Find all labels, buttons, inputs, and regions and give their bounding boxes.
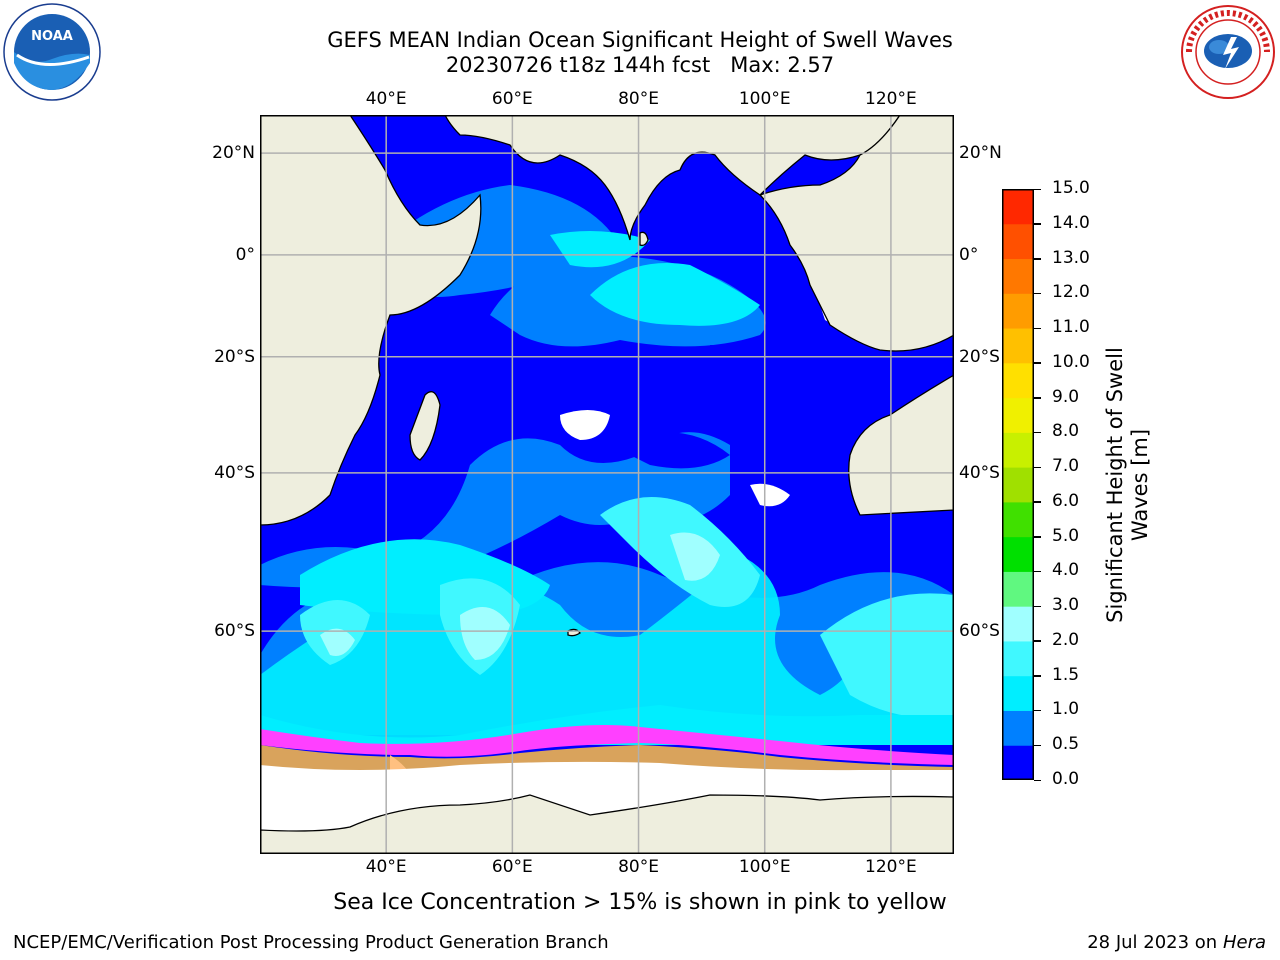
colorbar-band xyxy=(1002,675,1034,711)
lon-label-top: 60°E xyxy=(491,89,533,109)
lat-label-left: 20°N xyxy=(212,143,255,164)
colorbar-tick-label: 9.0 xyxy=(1052,386,1080,407)
colorbar-tick-label: 5.0 xyxy=(1052,525,1080,546)
colorbar-band xyxy=(1002,397,1034,433)
lat-label-left: 20°S xyxy=(214,346,255,367)
colorbar-tick-mark xyxy=(1034,466,1041,469)
lon-label-top: 40°E xyxy=(365,89,407,109)
colorbar-tick-label: 12.0 xyxy=(1052,282,1090,303)
lon-label-bottom: 40°E xyxy=(365,857,407,877)
colorbar-band xyxy=(1002,710,1034,746)
lat-label-right: 40°S xyxy=(959,462,1000,483)
colorbar-band xyxy=(1002,745,1034,781)
lat-label-left: 40°S xyxy=(214,462,255,483)
colorbar-band xyxy=(1002,501,1034,538)
colorbar-tick-label: 11.0 xyxy=(1052,317,1090,338)
map-plot xyxy=(260,115,954,854)
colorbar-tick-label: 1.5 xyxy=(1052,664,1080,685)
nws-logo-icon xyxy=(1179,3,1277,101)
footer-date: 28 Jul 2023 on xyxy=(1087,932,1223,953)
lat-label-right: 60°S xyxy=(959,621,1000,642)
colorbar-tick-label: 1.0 xyxy=(1052,699,1080,720)
colorbar xyxy=(1002,189,1034,781)
map-frame xyxy=(260,115,954,854)
lat-label-right: 20°S xyxy=(959,346,1000,367)
colorbar-tick-label: 2.0 xyxy=(1052,629,1080,650)
colorbar-tick-mark xyxy=(1034,188,1041,190)
lat-label-left: 60°S xyxy=(214,621,255,642)
colorbar-title-line2: Waves [m] xyxy=(1128,428,1152,542)
lon-label-bottom: 60°E xyxy=(491,857,533,877)
title-line1: GEFS MEAN Indian Ocean Significant Heigh… xyxy=(327,28,953,52)
colorbar-band xyxy=(1002,467,1034,503)
footer-host: Hera xyxy=(1222,932,1266,953)
colorbar-tick-mark xyxy=(1034,397,1041,399)
footer-left: NCEP/EMC/Verification Post Processing Pr… xyxy=(13,932,609,953)
colorbar-tick-mark xyxy=(1034,605,1041,608)
colorbar-tick-label: 4.0 xyxy=(1052,560,1080,581)
colorbar-band xyxy=(1002,258,1034,294)
lon-label-bottom: 120°E xyxy=(865,857,917,877)
colorbar-tick-label: 10.0 xyxy=(1052,351,1090,372)
lon-label-bottom: 100°E xyxy=(738,857,791,877)
noaa-logo-icon: NOAA xyxy=(3,3,101,101)
colorbar-band xyxy=(1002,640,1034,677)
lat-label-right: 20°N xyxy=(959,143,1002,164)
colorbar-frame xyxy=(1002,189,1034,780)
colorbar-tick-mark xyxy=(1034,327,1041,330)
chart-title: GEFS MEAN Indian Ocean Significant Heigh… xyxy=(0,28,1280,78)
colorbar-tick-mark xyxy=(1034,362,1041,364)
noaa-logo-text: NOAA xyxy=(31,29,73,44)
colorbar-band xyxy=(1002,328,1034,364)
colorbar-tick-mark xyxy=(1034,744,1041,747)
colorbar-tick-mark xyxy=(1034,709,1041,712)
colorbar-band xyxy=(1002,536,1034,572)
colorbar-band xyxy=(1002,293,1034,329)
colorbar-tick-label: 8.0 xyxy=(1052,421,1080,442)
lon-label-bottom: 80°E xyxy=(618,857,659,877)
colorbar-tick-mark xyxy=(1034,640,1041,642)
colorbar-tick-label: 14.0 xyxy=(1052,212,1090,233)
colorbar-tick-label: 15.0 xyxy=(1052,178,1090,198)
title-line2: 20230726 t18z 144h fcst Max: 2.57 xyxy=(445,53,835,77)
colorbar-tick-label: 13.0 xyxy=(1052,247,1090,268)
colorbar-tick-label: 7.0 xyxy=(1052,456,1080,477)
lat-label-right: 0° xyxy=(959,244,979,265)
map-panel xyxy=(260,115,954,854)
colorbar-tick-label: 3.0 xyxy=(1052,595,1080,616)
colorbar-tick-mark xyxy=(1034,675,1041,677)
lon-label-top: 80°E xyxy=(618,89,659,109)
colorbar-band xyxy=(1002,606,1034,642)
lon-label-top: 100°E xyxy=(738,89,791,109)
colorbar-title: Significant Height of Swell Waves [m] xyxy=(1103,285,1153,685)
lat-label-left: 0° xyxy=(235,244,255,265)
colorbar-tick-mark xyxy=(1034,570,1041,573)
colorbar-tick-mark xyxy=(1034,292,1041,295)
colorbar-tick-mark xyxy=(1034,779,1041,781)
colorbar-band xyxy=(1002,432,1034,468)
colorbar-band xyxy=(1002,223,1034,260)
graticule xyxy=(260,115,954,854)
colorbar-band xyxy=(1002,189,1034,225)
colorbar-tick-mark xyxy=(1034,501,1041,503)
footer-right: 28 Jul 2023 on Hera xyxy=(1087,932,1266,953)
lon-label-top: 120°E xyxy=(865,89,917,109)
sea-ice-note: Sea Ice Concentration > 15% is shown in … xyxy=(333,890,947,915)
land-masses xyxy=(260,115,954,854)
colorbar-tick-label: 0.0 xyxy=(1052,769,1080,789)
colorbar-tick-mark xyxy=(1034,536,1041,538)
colorbar-title-line1: Significant Height of Swell xyxy=(1103,347,1127,623)
colorbar-tick-mark xyxy=(1034,431,1041,434)
colorbar-band xyxy=(1002,571,1034,607)
colorbar-tick-label: 0.5 xyxy=(1052,734,1080,755)
colorbar-tick-mark xyxy=(1034,223,1041,225)
colorbar-band xyxy=(1002,362,1034,399)
colorbar-tick-label: 6.0 xyxy=(1052,490,1080,511)
colorbar-tick-mark xyxy=(1034,258,1041,260)
